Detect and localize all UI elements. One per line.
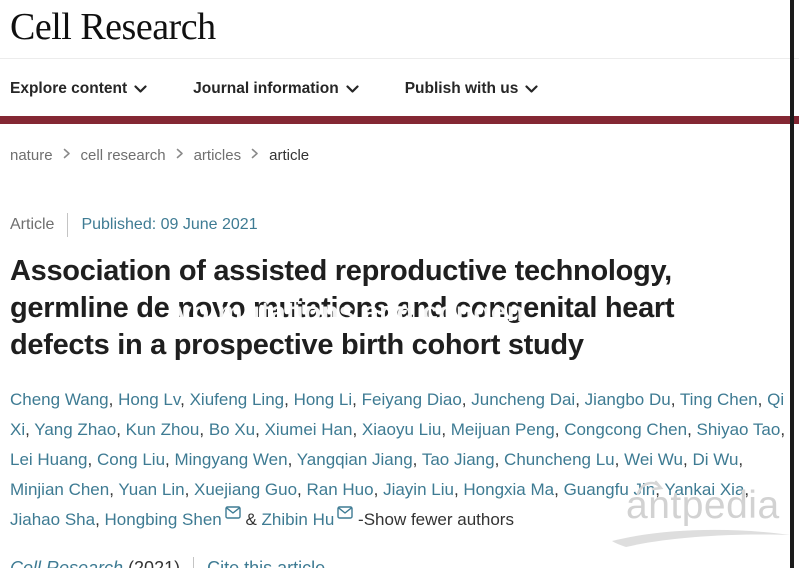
author-link[interactable]: Xuejiang Guo: [194, 479, 298, 499]
email-icon[interactable]: [337, 505, 354, 519]
author-list: Cheng Wang, Hong Lv, Xiufeng Ling, Hong …: [10, 389, 786, 529]
author-link[interactable]: Yangqian Jiang: [296, 449, 413, 469]
author-link[interactable]: Yuan Lin: [118, 479, 185, 499]
breadcrumb-articles[interactable]: articles: [193, 146, 242, 164]
nav-item-label: Publish with us: [404, 79, 519, 97]
title-line-2: germline de novo mutations and congenita…: [10, 290, 790, 327]
article-title: Association of assisted reproductive tec…: [10, 253, 790, 364]
author-link[interactable]: Yankai Xia: [664, 479, 745, 499]
nav-publish-with-us[interactable]: Publish with us: [405, 79, 539, 99]
title-line-1: Association of assisted reproductive tec…: [10, 254, 672, 287]
screenshot-right-edge: [790, 0, 794, 568]
author-link[interactable]: Feiyang Diao: [361, 389, 462, 409]
author-link[interactable]: Wei Wu: [624, 449, 683, 469]
author-link[interactable]: Ting Chen: [679, 389, 758, 409]
nav-item-label: Journal information: [193, 79, 339, 97]
divider: [193, 556, 195, 568]
breadcrumb-cell-research[interactable]: cell research: [80, 146, 166, 164]
chevron-right-icon: [251, 146, 259, 163]
author-link[interactable]: Minjian Chen: [10, 479, 110, 499]
author-link[interactable]: Meijuan Peng: [450, 419, 555, 439]
breadcrumb-article: article: [269, 146, 310, 164]
chevron-right-icon: [176, 146, 184, 163]
author-link[interactable]: Kun Zhou: [125, 419, 200, 439]
show-fewer-authors-link[interactable]: -Show fewer authors: [353, 509, 514, 529]
author-link[interactable]: Cheng Wang: [10, 389, 109, 409]
citation-year: (2021): [128, 558, 181, 568]
author-link[interactable]: Tao Jiang: [421, 449, 495, 469]
chevron-right-icon: [63, 146, 71, 163]
author-link[interactable]: Jiahao Sha: [10, 509, 96, 529]
author-link[interactable]: Mingyang Wen: [174, 449, 288, 469]
author-link[interactable]: Xiaoyu Liu: [361, 419, 442, 439]
title-line-3: defects in a prospective birth cohort st…: [10, 328, 584, 361]
author-link[interactable]: Congcong Chen: [564, 419, 688, 439]
journal-citation: Cell Research (2021): [10, 558, 180, 568]
author-link[interactable]: Jiangbo Du: [584, 389, 671, 409]
author-link[interactable]: Zhibin Hu: [261, 509, 335, 529]
author-link[interactable]: Hong Lv: [118, 389, 181, 409]
author-link[interactable]: Lei Huang: [10, 449, 88, 469]
chevron-down-icon: [346, 81, 359, 99]
nav-explore-content[interactable]: Explore content: [10, 79, 147, 99]
author-link[interactable]: Yang Zhao: [34, 419, 117, 439]
author-link[interactable]: Jiayin Liu: [383, 479, 454, 499]
author-link[interactable]: Juncheng Dai: [471, 389, 576, 409]
citation-row: Cell Research (2021) Cite this article: [0, 535, 799, 568]
masthead: Cell Research: [0, 0, 799, 59]
author-link[interactable]: Hong Li: [293, 389, 353, 409]
chevron-down-icon: [134, 81, 147, 99]
main-nav: Explore content Journal information Publ…: [0, 59, 799, 116]
chevron-down-icon: [525, 81, 538, 99]
author-link[interactable]: Shiyao Tao: [696, 419, 781, 439]
breadcrumb: nature cell research articles article: [0, 124, 799, 164]
article-meta: Article Published: 09 June 2021: [0, 164, 799, 237]
journal-logo[interactable]: Cell Research: [10, 6, 216, 48]
divider: [67, 212, 69, 237]
article-type-label: Article: [10, 215, 55, 233]
brand-accent-bar: [0, 115, 799, 124]
nav-item-label: Explore content: [10, 79, 128, 97]
author-link[interactable]: Xiufeng Ling: [189, 389, 285, 409]
nav-journal-information[interactable]: Journal information: [193, 79, 359, 99]
author-link[interactable]: Chuncheng Lu: [504, 449, 615, 469]
journal-name-link[interactable]: Cell Research: [10, 558, 124, 568]
author-link[interactable]: Guangfu Jin: [563, 479, 656, 499]
author-link[interactable]: Bo Xu: [208, 419, 256, 439]
author-link[interactable]: Ran Huo: [306, 479, 374, 499]
cite-this-article-link[interactable]: Cite this article: [207, 558, 326, 568]
ampersand: &: [240, 509, 262, 529]
author-link[interactable]: Xiumei Han: [264, 419, 353, 439]
breadcrumb-nature[interactable]: nature: [10, 146, 53, 164]
author-link[interactable]: Cong Liu: [96, 449, 166, 469]
author-link[interactable]: Qi Xi: [10, 389, 785, 439]
email-icon[interactable]: [225, 505, 241, 519]
author-link[interactable]: Hongxia Ma: [463, 479, 555, 499]
author-link[interactable]: Di Wu: [692, 449, 739, 469]
author-link[interactable]: Hongbing Shen: [104, 509, 222, 529]
published-date: Published: 09 June 2021: [81, 215, 258, 233]
